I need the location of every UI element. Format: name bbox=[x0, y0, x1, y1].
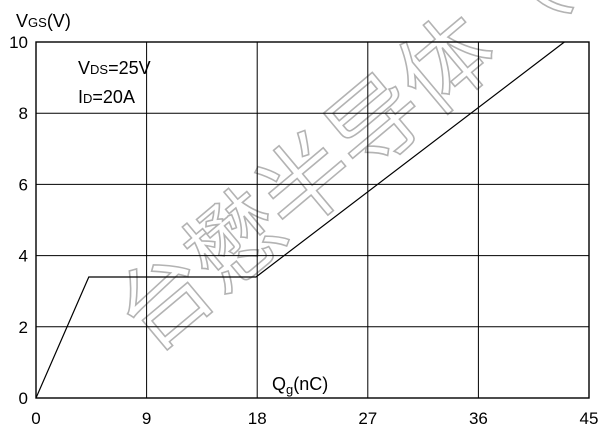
y-tick-label: 4 bbox=[19, 247, 28, 266]
x-tick-label: 27 bbox=[358, 409, 377, 428]
annotation-id-main: I bbox=[78, 87, 83, 107]
x-tick-label: 0 bbox=[31, 409, 40, 428]
y-tick-label: 6 bbox=[19, 175, 28, 194]
annotation-id: ID=20A bbox=[78, 87, 135, 107]
annotation-id-sub: D bbox=[83, 91, 92, 106]
x-axis-label-sub: g bbox=[286, 382, 293, 397]
y-tick-label: 10 bbox=[9, 33, 28, 52]
y-axis-label-main: V bbox=[16, 11, 28, 31]
x-tick-label: 45 bbox=[580, 409, 599, 428]
y-axis-label-unit: (V) bbox=[47, 11, 71, 31]
series-layer bbox=[35, 41, 565, 399]
y-tick-labels: 0 2 4 6 8 10 bbox=[9, 33, 28, 408]
annotation-id-value: =20A bbox=[92, 87, 135, 107]
x-tick-label: 18 bbox=[248, 409, 267, 428]
x-tick-labels: 0 9 18 27 36 45 bbox=[31, 409, 598, 428]
y-tick-label: 8 bbox=[19, 104, 28, 123]
grid-lines bbox=[36, 42, 589, 398]
x-axis-label-main: Q bbox=[272, 374, 286, 394]
watermark-text: 台懋半导体（ bbox=[95, 0, 587, 372]
annotation-vds-sub: DS bbox=[90, 62, 108, 77]
plot-area-frame bbox=[35, 41, 590, 399]
x-axis-label-unit: (nC) bbox=[293, 374, 328, 394]
y-tick-label: 2 bbox=[19, 318, 28, 337]
annotation-vds-main: V bbox=[78, 58, 90, 78]
y-tick-label: 0 bbox=[19, 389, 28, 408]
x-tick-label: 36 bbox=[469, 409, 488, 428]
y-axis-label-sub: GS bbox=[28, 15, 47, 30]
watermark: 台懋半导体（ bbox=[95, 0, 588, 373]
gate-charge-curve bbox=[35, 41, 565, 399]
x-axis-label: Qg(nC) bbox=[272, 374, 328, 397]
annotation-vds-value: =25V bbox=[108, 58, 151, 78]
x-tick-label: 9 bbox=[142, 409, 151, 428]
annotation-vds: VDS=25V bbox=[78, 58, 151, 78]
y-axis-label: VGS(V) bbox=[16, 11, 71, 31]
